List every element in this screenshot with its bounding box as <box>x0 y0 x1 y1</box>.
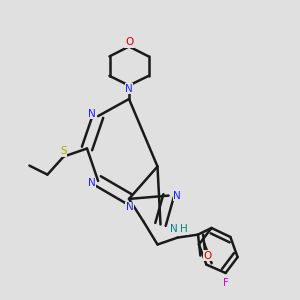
Text: N: N <box>88 109 95 119</box>
Text: N: N <box>88 178 95 188</box>
Text: F: F <box>223 278 229 288</box>
Text: H: H <box>180 224 188 234</box>
Text: O: O <box>125 37 133 47</box>
Text: N: N <box>125 83 133 94</box>
Text: N: N <box>170 224 178 234</box>
Text: O: O <box>203 250 212 261</box>
Text: S: S <box>60 146 67 156</box>
Text: N: N <box>126 202 134 212</box>
Text: N: N <box>173 190 181 201</box>
